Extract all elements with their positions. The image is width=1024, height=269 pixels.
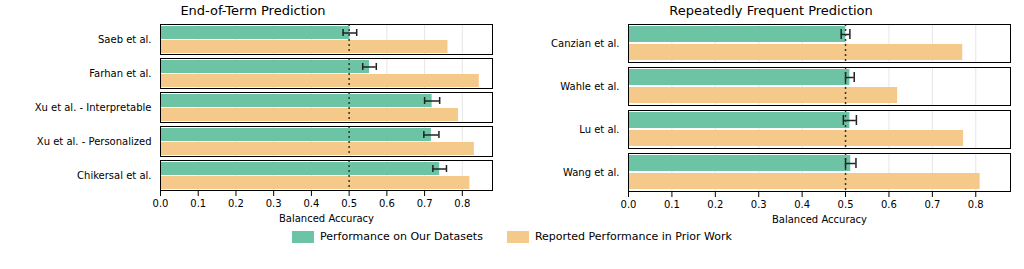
svg-text:Balanced Accuracy: Balanced Accuracy — [279, 213, 374, 224]
svg-text:Balanced Accuracy: Balanced Accuracy — [772, 214, 867, 225]
svg-text:Canzian et al.: Canzian et al. — [551, 38, 619, 49]
svg-text:0.7: 0.7 — [924, 199, 940, 210]
svg-text:Xu et al. - Personalized: Xu et al. - Personalized — [37, 136, 152, 147]
svg-text:Wang et al.: Wang et al. — [563, 167, 620, 178]
svg-text:Chikersal et al.: Chikersal et al. — [77, 170, 151, 181]
svg-text:0.2: 0.2 — [707, 199, 723, 210]
svg-text:0.3: 0.3 — [266, 198, 282, 209]
svg-text:0.6: 0.6 — [881, 199, 897, 210]
svg-text:Saeb et al.: Saeb et al. — [98, 34, 152, 45]
svg-text:0.8: 0.8 — [968, 199, 984, 210]
svg-text:Wahle et al.: Wahle et al. — [560, 81, 619, 92]
svg-text:0.4: 0.4 — [303, 198, 319, 209]
svg-text:Xu et al. - Interpretable: Xu et al. - Interpretable — [35, 102, 152, 113]
svg-text:0.2: 0.2 — [228, 198, 244, 209]
svg-text:Lu et al.: Lu et al. — [579, 124, 619, 135]
svg-text:0.1: 0.1 — [664, 199, 680, 210]
html-text:End-of-Term Prediction: End-of-Term Prediction — [180, 3, 326, 18]
svg-text:0.0: 0.0 — [153, 198, 169, 209]
html-text:Reported Performance in Prior: Reported Performance in Prior Work — [534, 229, 732, 243]
svg-text:0.3: 0.3 — [751, 199, 767, 210]
svg-text:0.5: 0.5 — [838, 199, 854, 210]
svg-text:0.6: 0.6 — [379, 198, 395, 209]
svg-text:0.8: 0.8 — [454, 198, 470, 209]
svg-text:0.0: 0.0 — [621, 199, 637, 210]
html-text:Performance on Our Datasets: Performance on Our Datasets — [320, 229, 483, 243]
html-text:Repeatedly Frequent Prediction: Repeatedly Frequent Prediction — [669, 3, 873, 18]
svg-text:0.7: 0.7 — [417, 198, 433, 209]
svg-text:0.1: 0.1 — [190, 198, 206, 209]
svg-text:0.5: 0.5 — [341, 198, 357, 209]
svg-text:0.4: 0.4 — [794, 199, 810, 210]
svg-text:Farhan et al.: Farhan et al. — [89, 68, 151, 79]
